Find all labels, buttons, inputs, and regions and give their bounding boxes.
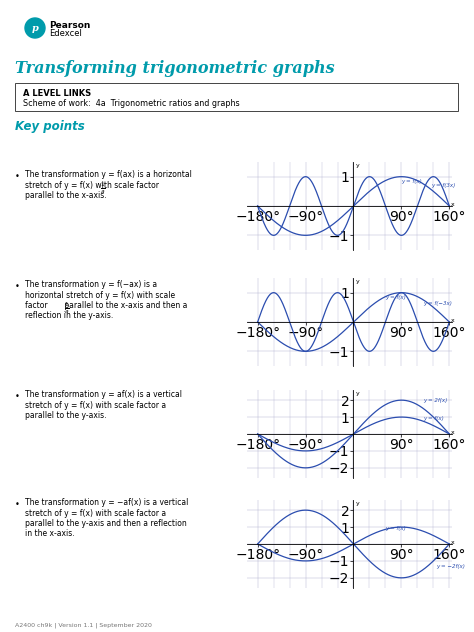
FancyBboxPatch shape	[15, 83, 458, 111]
Text: The transformation y = −af(x) is a vertical: The transformation y = −af(x) is a verti…	[25, 498, 188, 507]
Text: p: p	[32, 24, 38, 33]
Text: parallel to the y-axis.: parallel to the y-axis.	[25, 411, 107, 420]
Text: Scheme of work:  4a  Trigonometric ratios and graphs: Scheme of work: 4a Trigonometric ratios …	[23, 99, 240, 108]
Text: y: y	[356, 501, 359, 506]
Text: $\frac{1}{a}$: $\frac{1}{a}$	[100, 181, 106, 195]
Text: The transformation y = af(x) is a vertical: The transformation y = af(x) is a vertic…	[25, 390, 182, 399]
Text: reflection in the y-axis.: reflection in the y-axis.	[25, 312, 113, 320]
Text: horizontal stretch of y = f(x) with scale: horizontal stretch of y = f(x) with scal…	[25, 291, 175, 300]
Text: stretch of y = f(x) with scale factor a: stretch of y = f(x) with scale factor a	[25, 401, 166, 410]
Text: A2400 ch9k | Version 1.1 | September 2020: A2400 ch9k | Version 1.1 | September 202…	[15, 622, 152, 628]
Text: y = f(x): y = f(x)	[401, 179, 422, 184]
Text: y = f(−3x): y = f(−3x)	[423, 301, 452, 306]
Text: •: •	[15, 282, 20, 291]
Text: y = f(x): y = f(x)	[423, 416, 444, 422]
Text: x: x	[451, 202, 455, 207]
Text: x: x	[451, 540, 455, 545]
Text: y = f(3x): y = f(3x)	[431, 183, 455, 188]
Text: •: •	[15, 172, 20, 181]
Text: y = 2f(x): y = 2f(x)	[423, 398, 447, 403]
Text: Transforming trigonometric graphs: Transforming trigonometric graphs	[15, 60, 335, 77]
Text: Key points: Key points	[15, 120, 85, 133]
Text: stretch of y = f(x) with scale factor a: stretch of y = f(x) with scale factor a	[25, 509, 166, 518]
Text: A LEVEL LINKS: A LEVEL LINKS	[23, 89, 91, 98]
Text: The transformation y = f(ax) is a horizontal: The transformation y = f(ax) is a horizo…	[25, 170, 192, 179]
Text: parallel to the x-axis.: parallel to the x-axis.	[25, 191, 107, 200]
Text: y: y	[356, 279, 359, 284]
Text: y = f(x): y = f(x)	[385, 295, 406, 300]
Text: factor       parallel to the x-axis and then a: factor parallel to the x-axis and then a	[25, 301, 187, 310]
Text: $\frac{1}{a}$: $\frac{1}{a}$	[64, 301, 70, 316]
Text: Pearson: Pearson	[49, 20, 91, 30]
Text: y: y	[356, 391, 359, 396]
Text: y = −2f(x): y = −2f(x)	[436, 564, 465, 569]
Text: Edexcel: Edexcel	[49, 29, 82, 38]
Text: stretch of y = f(x) with scale factor: stretch of y = f(x) with scale factor	[25, 181, 159, 190]
Circle shape	[25, 18, 45, 38]
Text: in the x-axis.: in the x-axis.	[25, 530, 74, 538]
Text: x: x	[451, 430, 455, 435]
Text: y: y	[356, 163, 359, 168]
Text: •: •	[15, 500, 20, 509]
Text: •: •	[15, 392, 20, 401]
Text: y = f(x): y = f(x)	[385, 526, 406, 532]
Text: parallel to the y-axis and then a reflection: parallel to the y-axis and then a reflec…	[25, 519, 187, 528]
Text: x: x	[451, 318, 455, 323]
Text: The transformation y = f(−ax) is a: The transformation y = f(−ax) is a	[25, 280, 157, 289]
